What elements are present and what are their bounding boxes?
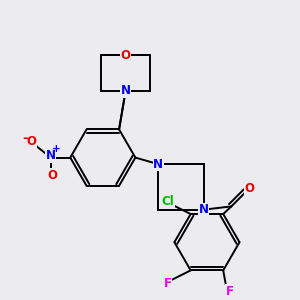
- Text: O: O: [244, 182, 254, 195]
- Text: O: O: [26, 135, 36, 148]
- Text: +: +: [52, 145, 61, 154]
- Text: N: N: [153, 158, 163, 171]
- Text: -: -: [22, 132, 28, 145]
- Text: N: N: [46, 149, 56, 163]
- Text: N: N: [121, 84, 130, 98]
- Text: O: O: [121, 49, 130, 62]
- Text: F: F: [226, 285, 234, 298]
- Text: N: N: [199, 203, 209, 216]
- Text: Cl: Cl: [161, 194, 174, 208]
- Text: O: O: [47, 169, 57, 182]
- Text: F: F: [164, 277, 172, 290]
